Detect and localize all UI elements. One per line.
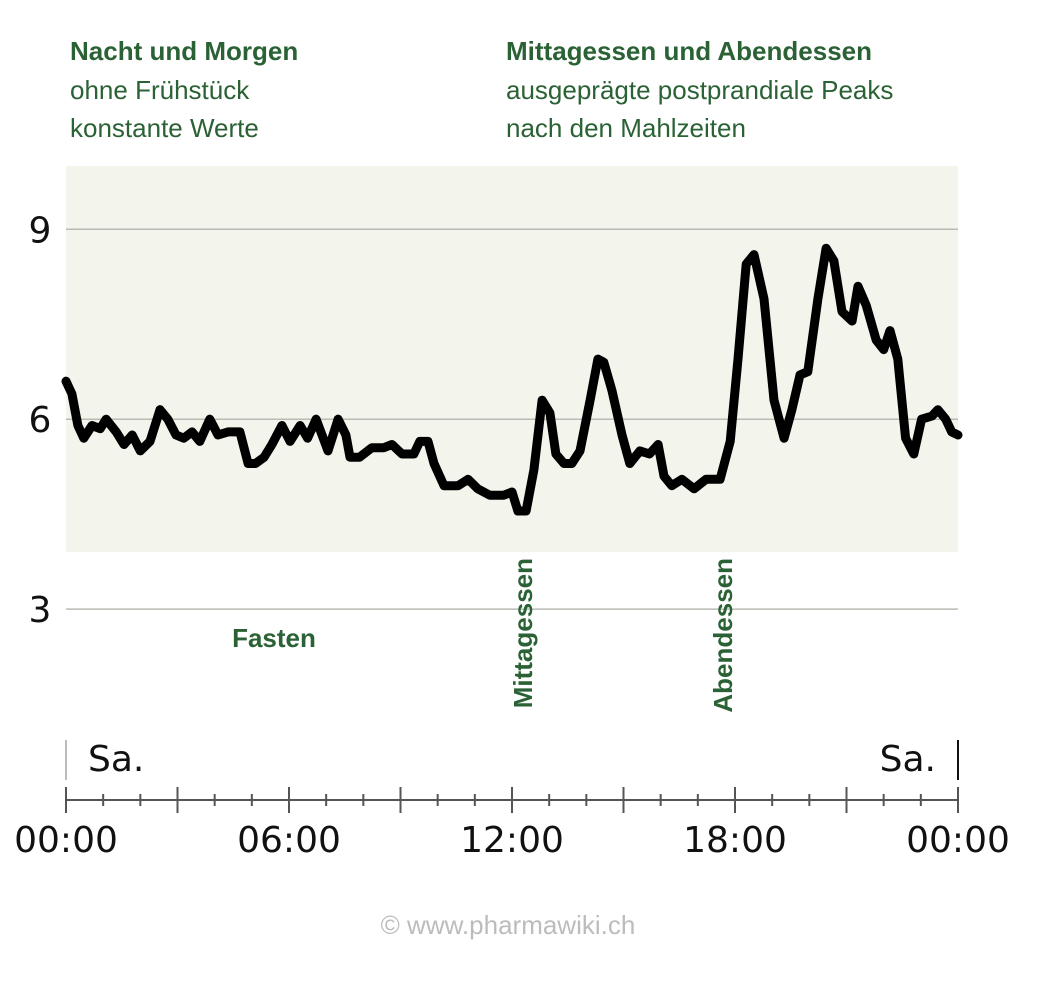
right-title: Mittagessen und Abendessen [506, 36, 872, 66]
x-tick-label: 00:00 [906, 820, 1010, 861]
y-tick-label: 6 [29, 400, 52, 441]
annotation: Mittagessen [508, 558, 538, 708]
day-label: Sa. [88, 739, 144, 780]
right-line: ausgeprägte postprandiale Peaks [506, 75, 893, 105]
annotation: Fasten [232, 623, 316, 653]
x-tick-label: 12:00 [460, 820, 564, 861]
annotation: Abendessen [708, 558, 738, 713]
day-label: Sa. [880, 739, 936, 780]
x-tick-label: 18:00 [683, 820, 787, 861]
glucose-line [61, 243, 963, 516]
y-tick-label: 3 [29, 590, 52, 631]
left-line: konstante Werte [70, 113, 259, 143]
x-tick-label: 06:00 [237, 820, 341, 861]
x-tick-label: 00:00 [14, 820, 118, 861]
left-line: ohne Frühstück [70, 75, 250, 105]
right-line: nach den Mahlzeiten [506, 113, 746, 143]
y-tick-label: 9 [29, 210, 52, 251]
plot [61, 166, 963, 610]
footer: © www.pharmawiki.ch [381, 910, 636, 940]
left-title: Nacht und Morgen [70, 36, 298, 66]
